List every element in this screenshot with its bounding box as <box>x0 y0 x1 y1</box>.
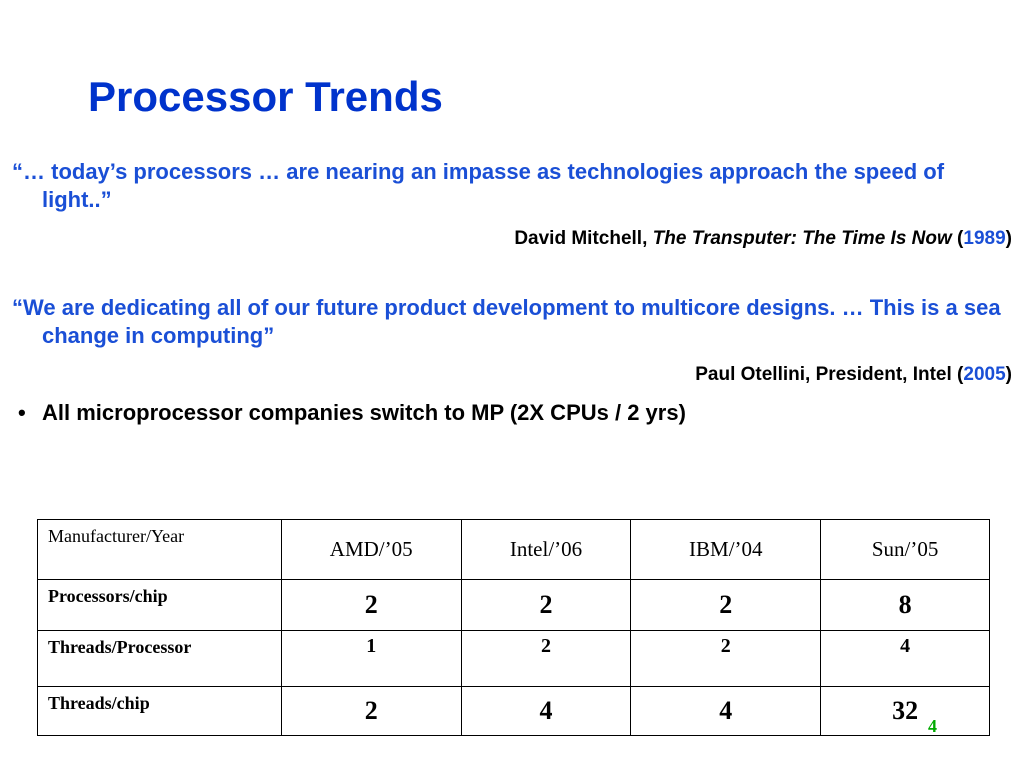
attribution-work-title: The Transputer: The Time Is Now <box>652 228 952 249</box>
table-cell: 2 <box>630 630 822 687</box>
row-label: Threads/chip <box>37 686 282 736</box>
bullet-text: All microprocessor companies switch to M… <box>42 400 686 425</box>
table-header-cell: Manufacturer/Year <box>37 519 282 580</box>
table-cell: 32 <box>820 686 990 736</box>
table-cell: 8 <box>820 579 990 631</box>
table-cell: 4 <box>630 686 822 736</box>
quote-otellini: “We are dedicating all of our future pro… <box>12 295 1001 348</box>
slide-title: Processor Trends <box>88 73 443 120</box>
attribution-year: 1989 <box>963 228 1006 249</box>
processor-trends-table: Manufacturer/Year AMD/’05 Intel/’06 IBM/… <box>37 519 990 736</box>
row-label: Processors/chip <box>37 579 282 631</box>
attribution-author: David Mitchell, <box>514 228 653 249</box>
attribution-year: 2005 <box>963 364 1006 385</box>
table-cell: 2 <box>280 579 462 631</box>
table-cell: 4 <box>820 630 990 687</box>
table-cell: 2 <box>460 579 632 631</box>
table-cell: 4 <box>460 686 632 736</box>
page-number: 4 <box>928 716 937 736</box>
table-cell: 2 <box>460 630 632 687</box>
table-cell: 2 <box>280 686 462 736</box>
table-row: Threads/Processor 1 2 2 4 <box>37 630 990 687</box>
table-row: Threads/chip 2 4 4 32 <box>37 686 990 736</box>
attribution-otellini: Paul Otellini, President, Intel (2005) <box>695 362 1012 388</box>
bullet-marker: • <box>18 400 26 425</box>
table-header-cell: Intel/’06 <box>460 519 632 580</box>
table-row: Processors/chip 2 2 2 8 <box>37 579 990 631</box>
row-label: Threads/Processor <box>37 630 282 687</box>
table-cell: 2 <box>630 579 822 631</box>
table-header-row: Manufacturer/Year AMD/’05 Intel/’06 IBM/… <box>37 519 990 580</box>
attribution-paren-open: ( <box>951 228 964 249</box>
bullet-item: • All microprocessor companies switch to … <box>18 398 686 428</box>
quote-mitchell: “… today’s processors … are nearing an i… <box>12 159 945 212</box>
attribution-mitchell: David Mitchell, The Transputer: The Time… <box>514 226 1012 252</box>
table-header-cell: Sun/’05 <box>820 519 990 580</box>
attribution-paren-close: ) <box>1005 364 1012 385</box>
attribution-paren-close: ) <box>1005 228 1012 249</box>
attribution-author: Paul Otellini, President, Intel ( <box>695 364 964 385</box>
table-header-cell: AMD/’05 <box>280 519 462 580</box>
table-cell: 1 <box>280 630 462 687</box>
table-header-cell: IBM/’04 <box>630 519 822 580</box>
